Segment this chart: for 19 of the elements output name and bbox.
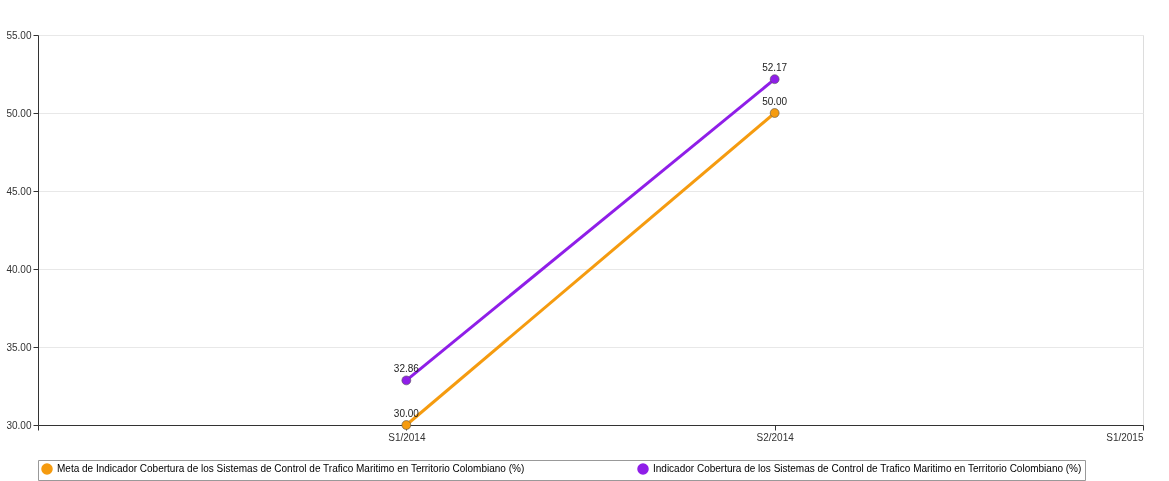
x-tick-label: S2/2014 bbox=[756, 431, 795, 443]
data-label: 30.00 bbox=[393, 408, 420, 419]
y-tick-label: 35.00 bbox=[6, 341, 32, 353]
y-tick-label: 40.00 bbox=[6, 263, 32, 275]
point bbox=[769, 108, 780, 118]
y-tick-label: 55.00 bbox=[6, 29, 32, 41]
data-label: 32.86 bbox=[393, 363, 420, 375]
y-tick-label: 45.00 bbox=[6, 185, 32, 197]
legend-label: Meta de Indicador Cobertura de los Sistemas de Control de Trafico Maritimo en Territorio Colombiano (%) bbox=[57, 463, 525, 474]
point bbox=[401, 375, 412, 386]
point bbox=[401, 420, 412, 430]
y-tick-label: 50.00 bbox=[6, 107, 32, 119]
legend-label: Indicador Cobertura de los Sistemas de Control de Trafico Maritimo en Territorio Colombiano (%) bbox=[653, 463, 1082, 474]
point bbox=[769, 74, 780, 84]
data-label: 52.17 bbox=[762, 62, 788, 74]
data-label: 50.00 bbox=[762, 96, 788, 107]
x-tick-label: S1/2014 bbox=[388, 431, 426, 443]
x-tick-label: S1/2015 bbox=[1106, 431, 1144, 443]
y-tick-label: 30.00 bbox=[6, 419, 32, 431]
